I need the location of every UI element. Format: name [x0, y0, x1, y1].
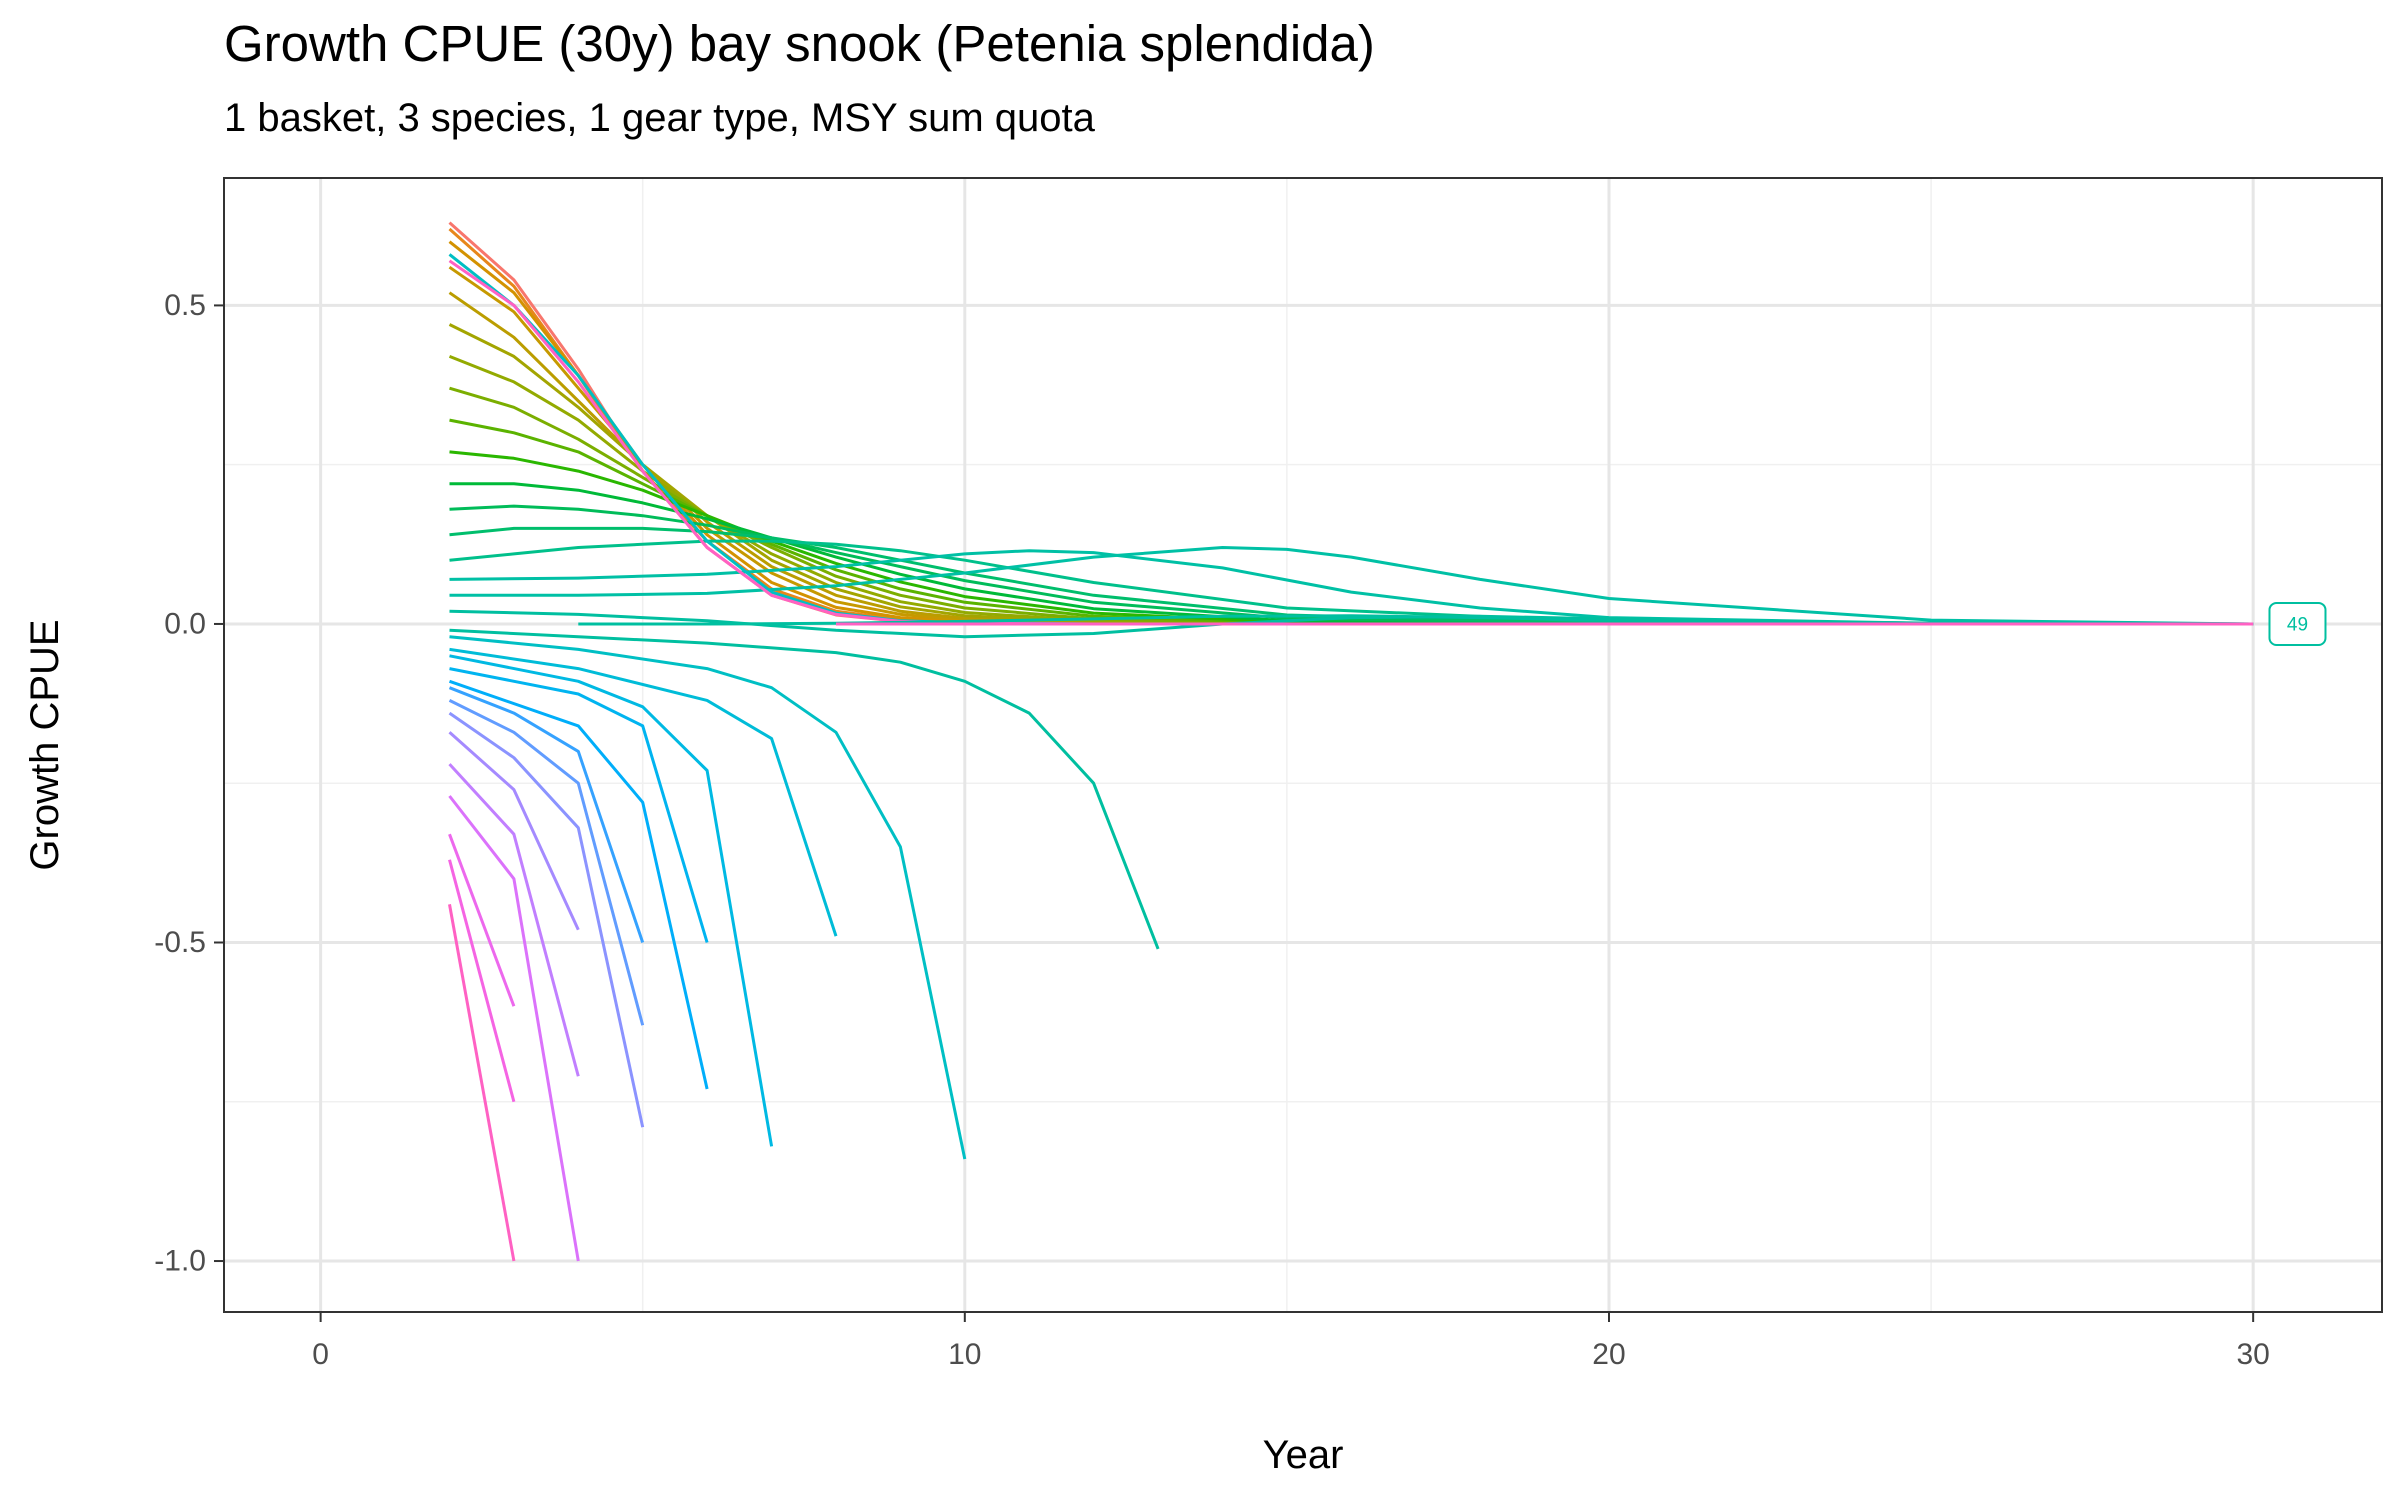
y-tick-label: 0.5	[164, 289, 206, 322]
y-tick-label: 0.0	[164, 607, 206, 640]
x-tick-label: 10	[948, 1338, 981, 1371]
end-label-text: 49	[2287, 614, 2308, 635]
end-label: 49	[2269, 603, 2325, 645]
plot-panel	[224, 178, 2382, 1312]
y-tick-label: -1.0	[154, 1245, 206, 1278]
x-axis-title: Year	[1263, 1433, 1344, 1477]
x-tick-label: 30	[2236, 1338, 2269, 1371]
y-axis-title: Growth CPUE	[23, 619, 67, 870]
y-tick-label: -0.5	[154, 926, 206, 959]
x-tick-label: 20	[1592, 1338, 1625, 1371]
x-tick-label: 0	[312, 1338, 329, 1371]
